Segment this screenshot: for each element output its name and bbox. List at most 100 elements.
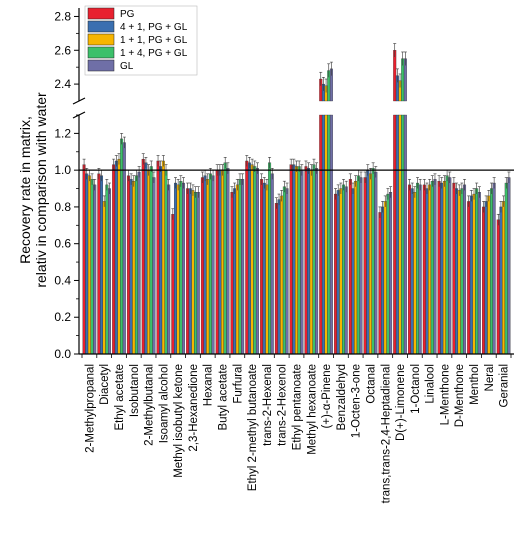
bar xyxy=(368,173,372,355)
legend-swatch xyxy=(87,7,115,20)
bar-lower-part xyxy=(321,114,325,355)
bar xyxy=(149,166,153,355)
bar xyxy=(235,184,239,355)
x-tick-label: Neral xyxy=(484,364,496,391)
bar xyxy=(188,188,192,355)
bar xyxy=(93,184,97,355)
legend-label: PG xyxy=(120,9,135,20)
bar xyxy=(280,195,284,355)
axis-break-mark xyxy=(72,97,86,105)
bar xyxy=(87,175,91,355)
bar xyxy=(285,188,289,355)
bar xyxy=(179,181,183,355)
bar xyxy=(122,142,126,355)
bar xyxy=(137,171,141,355)
bar xyxy=(156,160,160,355)
x-tick-label: 2-Methylpropanal xyxy=(84,364,96,453)
bar xyxy=(469,195,473,355)
x-tick-label: D(+)-Limonene xyxy=(395,364,407,441)
x-tick-label: (+)-α-Pinene xyxy=(321,364,333,429)
bar xyxy=(356,175,360,355)
bar xyxy=(344,186,348,355)
bar xyxy=(105,184,109,355)
legend-label: 1 + 1, PG + GL xyxy=(120,35,188,46)
bar xyxy=(186,188,190,355)
bar xyxy=(102,201,106,355)
bar xyxy=(174,182,177,355)
x-tick-label: Butyl acetate xyxy=(218,364,230,430)
bar xyxy=(460,188,464,355)
bar xyxy=(181,182,185,355)
bar xyxy=(241,179,245,355)
x-tick-label: Isoamyl alcohol xyxy=(158,364,170,443)
x-tick-label: Methyl hexanoate xyxy=(306,364,318,455)
y-tick-label: 1.0 xyxy=(54,163,71,177)
bar xyxy=(226,168,230,355)
bar xyxy=(448,177,452,355)
bar xyxy=(428,184,432,355)
bar xyxy=(445,175,449,355)
bar xyxy=(484,201,488,355)
bar xyxy=(167,184,171,355)
bar xyxy=(114,160,118,355)
x-tick-label: Ethyl 2-methyl butanoate xyxy=(247,364,259,491)
bar xyxy=(504,182,508,355)
bar xyxy=(442,181,446,355)
bar xyxy=(191,190,195,355)
bar xyxy=(371,168,375,355)
bar xyxy=(359,177,363,355)
bar xyxy=(386,193,390,355)
legend-label: 1 + 4, PG + GL xyxy=(120,48,188,59)
y-axis-title-line-1: Recovery rate in matrix, xyxy=(17,116,33,264)
bar xyxy=(164,170,168,355)
bar xyxy=(255,168,259,355)
x-tick-label: Linalool xyxy=(425,364,437,404)
bar xyxy=(463,184,467,355)
bar xyxy=(440,182,444,355)
bar xyxy=(477,192,481,355)
bar xyxy=(238,179,242,355)
bar xyxy=(120,138,124,355)
bar xyxy=(126,175,130,355)
bar-lower-part xyxy=(395,114,399,355)
legend-label: 4 + 1, PG + GL xyxy=(120,22,188,33)
x-tick-label: D-Menthone xyxy=(454,364,466,427)
bar xyxy=(452,182,456,355)
bar xyxy=(230,192,234,355)
bar xyxy=(457,190,461,355)
bar xyxy=(499,206,503,355)
x-tick-label: 1-Octanol xyxy=(410,364,422,414)
bar-lower-part xyxy=(401,114,405,355)
x-tick-label: trans-2-Hexenal xyxy=(262,364,274,446)
x-tick-label: Isobutanol xyxy=(129,364,141,417)
bar-lower-part xyxy=(403,114,407,355)
bar xyxy=(194,192,198,355)
bar xyxy=(203,175,207,355)
bar xyxy=(100,175,104,355)
bar xyxy=(196,192,200,355)
bar xyxy=(425,188,429,355)
bar xyxy=(112,164,116,355)
bar xyxy=(85,173,89,355)
bar-lower-part xyxy=(324,114,328,355)
legend-swatch xyxy=(87,59,115,72)
bar xyxy=(270,173,274,355)
x-tick-label: trans,trans-2,4-Heptadienal xyxy=(380,364,392,503)
bar xyxy=(496,219,500,355)
bar xyxy=(304,166,308,355)
bar xyxy=(381,206,385,355)
bar xyxy=(297,166,301,355)
bar xyxy=(389,192,393,355)
bar xyxy=(315,168,319,355)
y-tick-label: 2.4 xyxy=(54,77,71,91)
bar xyxy=(413,192,417,355)
bar xyxy=(295,166,298,355)
bar xyxy=(472,193,476,355)
bar xyxy=(354,181,358,355)
bar xyxy=(363,177,367,355)
bar xyxy=(218,170,222,355)
y-tick-label: 0.0 xyxy=(54,347,71,361)
bar xyxy=(82,164,86,355)
bar xyxy=(492,182,496,355)
bar xyxy=(253,166,257,355)
